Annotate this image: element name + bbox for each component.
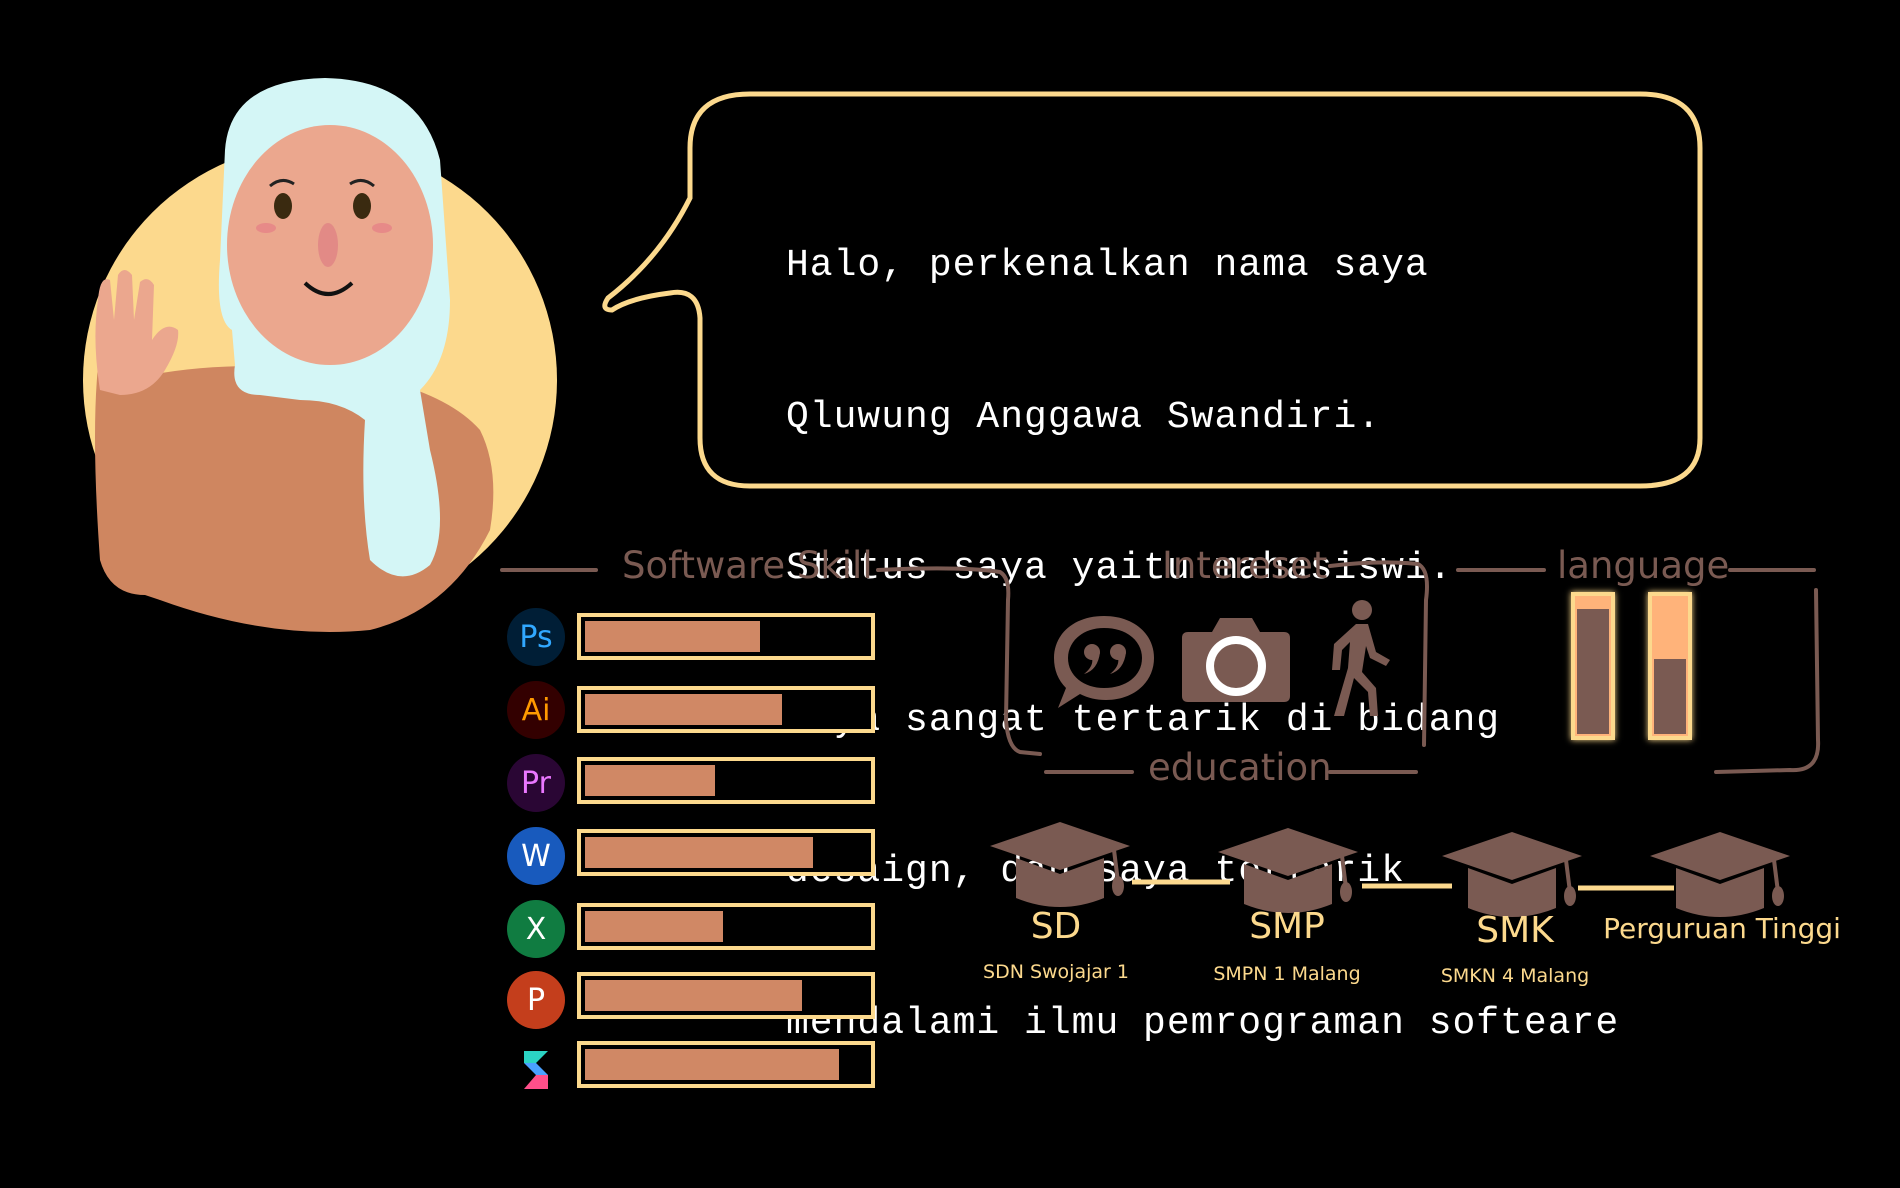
graduation-cap-icon bbox=[1218, 828, 1358, 913]
graduation-cap-icon bbox=[1442, 832, 1582, 917]
powerpoint-icon: P bbox=[507, 971, 565, 1029]
education-school-sd: SDN Swojajar 1 bbox=[983, 961, 1129, 983]
avatar-hand bbox=[95, 270, 179, 395]
graduation-cap-icon bbox=[990, 822, 1130, 907]
skill-bar bbox=[577, 757, 875, 804]
avatar-nose bbox=[318, 223, 338, 267]
premiere-icon: Pr bbox=[507, 754, 565, 812]
skill-bar-fill bbox=[585, 621, 760, 652]
skill-icon-label: Ps bbox=[519, 619, 553, 655]
avatar bbox=[83, 78, 557, 632]
education-title: education bbox=[1148, 746, 1332, 789]
avatar-smile bbox=[303, 281, 354, 296]
software-skill-title: Software Skill bbox=[622, 544, 873, 587]
interest-title: Intereset bbox=[1162, 544, 1328, 587]
language-bar-2 bbox=[1648, 592, 1692, 740]
skill-bar bbox=[577, 972, 875, 1019]
skill-bar-fill bbox=[585, 1049, 839, 1080]
speech-line: Qluwung Anggawa Swandiri. bbox=[786, 395, 1382, 439]
spark-logo bbox=[524, 1051, 548, 1089]
education-level-sd: SD bbox=[1030, 906, 1082, 947]
avatar-arm bbox=[95, 350, 170, 600]
avatar-left-eye bbox=[274, 193, 292, 219]
chat-quote-icon bbox=[1054, 616, 1154, 708]
skill-bar-fill bbox=[585, 980, 802, 1011]
skill-bar bbox=[577, 829, 875, 876]
education-level-smp: SMP bbox=[1249, 906, 1325, 947]
word-icon: W bbox=[507, 827, 565, 885]
skill-bar-fill bbox=[585, 694, 782, 725]
avatar-left-cheek bbox=[256, 223, 276, 233]
education-school-smk: SMKN 4 Malang bbox=[1440, 965, 1590, 987]
skill-icon-label: W bbox=[521, 838, 551, 874]
avatar-right-eye bbox=[353, 193, 371, 219]
language-bar-fill bbox=[1654, 659, 1686, 734]
avatar-left-brow bbox=[269, 179, 295, 188]
skill-bar bbox=[577, 686, 875, 733]
skill-bar bbox=[577, 613, 875, 660]
language-bar-fill bbox=[1577, 609, 1609, 734]
speech-bubble bbox=[602, 91, 1703, 489]
education-level-university: Perguruan Tinggi bbox=[1603, 912, 1841, 945]
avatar-right-cheek bbox=[372, 223, 392, 233]
skill-bar bbox=[577, 903, 875, 950]
skill-icon-label: X bbox=[525, 911, 547, 947]
excel-icon: X bbox=[507, 900, 565, 958]
language-title: language bbox=[1557, 544, 1730, 587]
illustrator-icon: Ai bbox=[507, 681, 565, 739]
photoshop-icon: Ps bbox=[507, 608, 565, 666]
skill-bar-fill bbox=[585, 837, 813, 868]
skill-icon-label: P bbox=[526, 982, 546, 1018]
speech-line: Halo, perkenalkan nama saya bbox=[786, 244, 1429, 287]
walking-icon bbox=[1332, 600, 1390, 716]
skill-icon-label: Pr bbox=[521, 765, 551, 801]
skill-bar bbox=[577, 1041, 875, 1088]
education-level-smk: SMK bbox=[1476, 910, 1554, 951]
education-timeline bbox=[990, 822, 1790, 917]
avatar-right-brow bbox=[349, 179, 375, 188]
skill-bar-fill bbox=[585, 911, 723, 942]
skill-bar-fill bbox=[585, 765, 715, 796]
education-school-smp: SMPN 1 Malang bbox=[1213, 963, 1361, 985]
speech-line: Saya sangat tertarik di bidang bbox=[786, 698, 1501, 742]
skill-icon-label: Ai bbox=[521, 692, 551, 728]
language-bar-1 bbox=[1571, 592, 1615, 740]
spark-icon bbox=[507, 1041, 565, 1099]
camera-icon bbox=[1182, 618, 1290, 702]
graduation-cap-icon bbox=[1650, 832, 1790, 917]
